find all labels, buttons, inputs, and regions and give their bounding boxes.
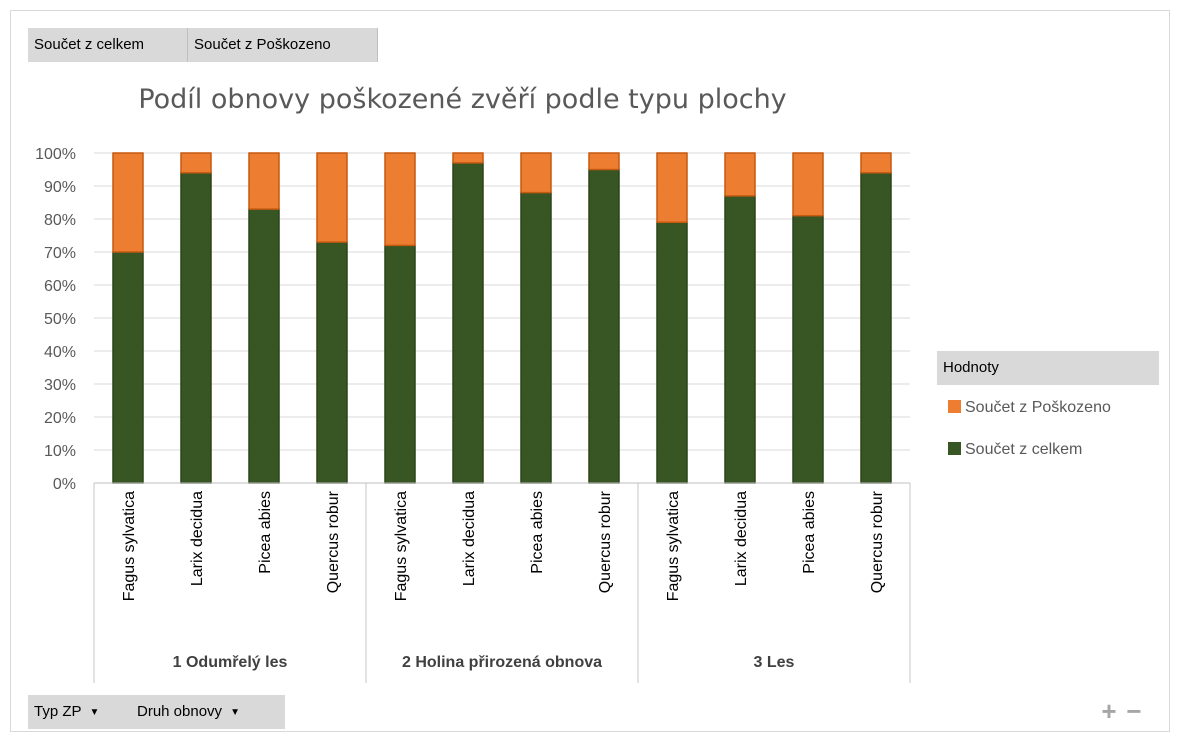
- y-tick-label: 40%: [44, 344, 76, 361]
- x-category-label: Picea abies: [257, 491, 274, 574]
- chart-title: Podíl obnovy poškozené zvěří podle typu …: [138, 84, 787, 115]
- legend-swatch-damaged: [948, 400, 961, 413]
- legend-swatch-total: [948, 442, 961, 455]
- legend-label-damaged: Součet z Poškozeno: [965, 399, 1111, 416]
- dropdown-arrow-icon: ▼: [89, 707, 100, 718]
- bar-damaged: [860, 152, 892, 174]
- bar-total: [248, 208, 280, 484]
- bar-damaged: [112, 152, 144, 253]
- x-category-label: Quercus robur: [325, 490, 342, 593]
- bar-total: [452, 162, 484, 484]
- bar-total: [724, 195, 756, 484]
- bar-damaged: [520, 152, 552, 194]
- bar-total: [384, 244, 416, 484]
- bar-total: [180, 172, 212, 484]
- y-tick-label: 0%: [53, 476, 76, 493]
- bar-damaged: [180, 152, 212, 174]
- legend-item-total[interactable]: Součet z celkem: [948, 441, 1082, 459]
- y-tick-label: 10%: [44, 443, 76, 460]
- x-category-label: Picea abies: [529, 491, 546, 574]
- y-tick-label: 30%: [44, 377, 76, 394]
- legend-item-damaged[interactable]: Součet z Poškozeno: [948, 399, 1111, 417]
- bar-total: [520, 191, 552, 484]
- x-category-label: Larix decidua: [733, 491, 750, 586]
- x-group-label: 1 Odumřelý les: [173, 654, 288, 671]
- bar-damaged: [724, 152, 756, 197]
- bar-total: [656, 221, 688, 484]
- bar-damaged: [792, 152, 824, 217]
- y-tick-label: 80%: [44, 212, 76, 229]
- field-button-damaged[interactable]: Součet z Poškozeno: [188, 28, 378, 62]
- bar-total: [316, 241, 348, 484]
- bar-total: [588, 168, 620, 484]
- filter-typ-zp-button[interactable]: Typ ZP ▼: [28, 695, 131, 729]
- x-group-label: 3 Les: [754, 654, 795, 671]
- y-tick-label: 90%: [44, 179, 76, 196]
- chart-frame: [10, 10, 1170, 732]
- filter-druh-obnovy-button[interactable]: Druh obnovy ▼: [131, 695, 285, 729]
- collapse-minus-icon[interactable]: −: [1126, 696, 1142, 726]
- y-tick-label: 20%: [44, 410, 76, 427]
- x-category-label: Larix decidua: [461, 491, 478, 586]
- bar-damaged: [384, 152, 416, 247]
- x-category-label: Fagus sylvatica: [665, 491, 682, 601]
- x-category-label: Larix decidua: [189, 491, 206, 586]
- x-category-label: Quercus robur: [869, 490, 886, 593]
- y-tick-label: 60%: [44, 278, 76, 295]
- x-category-label: Picea abies: [801, 491, 818, 574]
- field-button-total[interactable]: Součet z celkem: [28, 28, 188, 62]
- legend-title: Hodnoty: [937, 351, 1159, 385]
- bar-total: [860, 172, 892, 484]
- y-tick-label: 50%: [44, 311, 76, 328]
- dropdown-arrow-icon: ▼: [230, 707, 240, 718]
- bar-damaged: [588, 152, 620, 171]
- x-category-label: Quercus robur: [597, 490, 614, 593]
- y-tick-label: 100%: [35, 146, 76, 163]
- bar-total: [792, 214, 824, 484]
- filter-typ-zp-label: Typ ZP: [34, 703, 82, 720]
- bar-damaged: [452, 152, 484, 164]
- bar-total: [112, 251, 144, 484]
- bar-damaged: [248, 152, 280, 210]
- expand-plus-icon[interactable]: +: [1101, 696, 1117, 726]
- x-category-label: Fagus sylvatica: [121, 491, 138, 601]
- legend-label-total: Součet z celkem: [965, 441, 1083, 458]
- bar-damaged: [316, 152, 348, 243]
- x-category-label: Fagus sylvatica: [393, 491, 410, 601]
- bar-damaged: [656, 152, 688, 224]
- filter-druh-obnovy-label: Druh obnovy: [137, 703, 223, 720]
- y-tick-label: 70%: [44, 245, 76, 262]
- x-group-label: 2 Holina přirozená obnova: [402, 654, 602, 671]
